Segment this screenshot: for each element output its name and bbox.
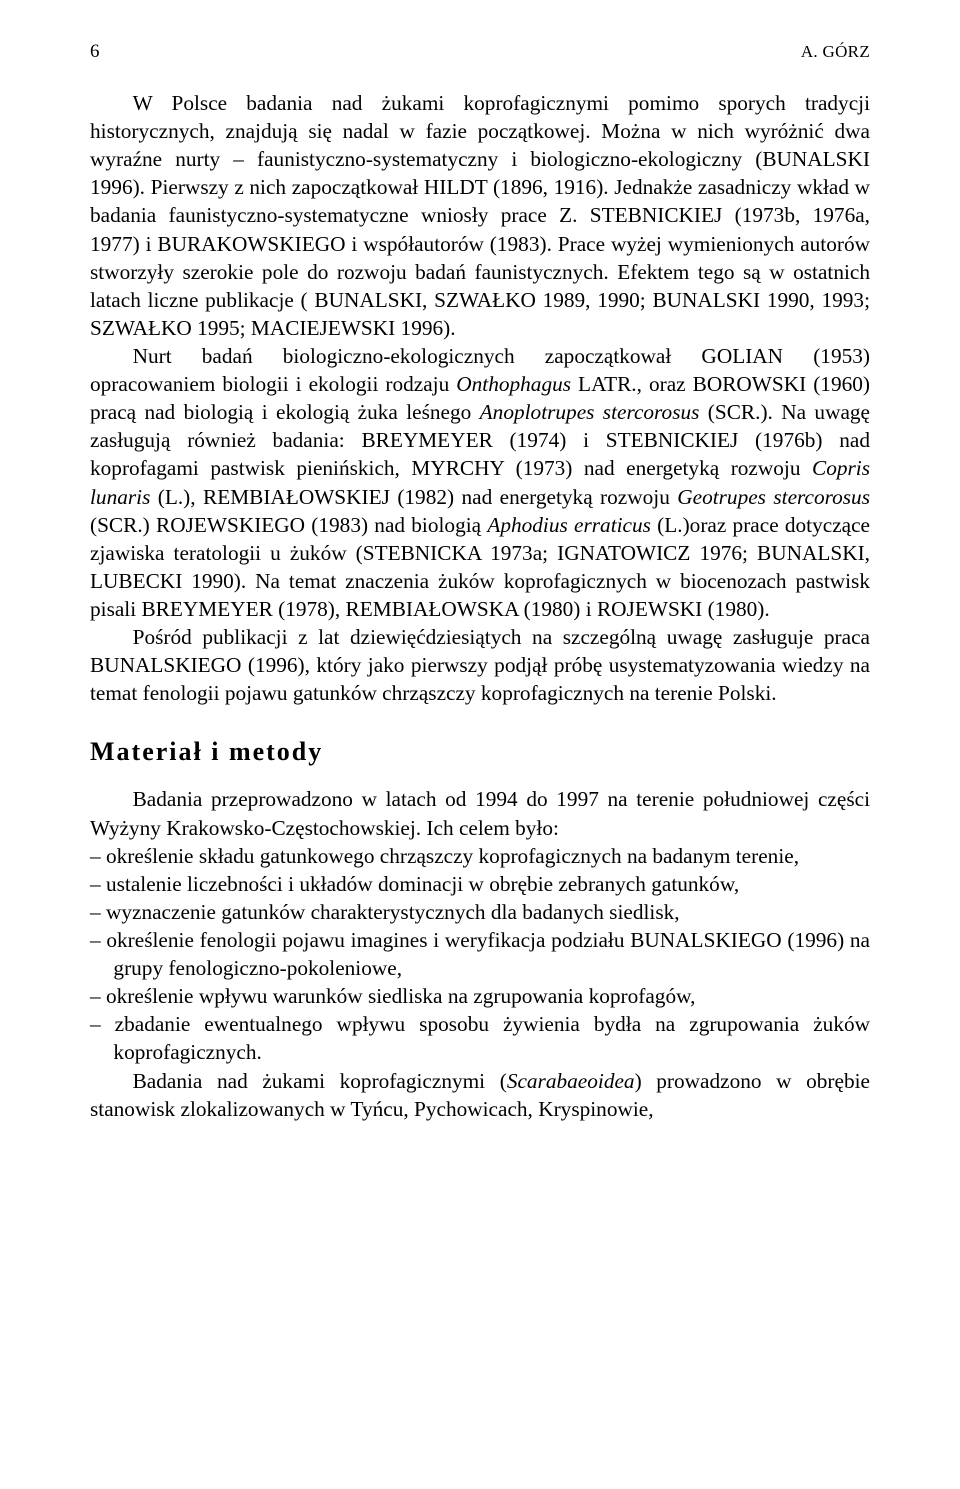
section-heading: Materiał i metody bbox=[90, 737, 870, 767]
list-item: – określenie wpływu warunków siedliska n… bbox=[90, 982, 870, 1010]
taxon-italic: Onthophagus bbox=[456, 372, 571, 396]
methods-closing: Badania nad żukami koprofagicznymi (Scar… bbox=[90, 1067, 870, 1123]
body-paragraph-3: Pośród publikacji z lat dziewięćdziesiąt… bbox=[90, 623, 870, 707]
taxon-italic: Aphodius erraticus bbox=[487, 513, 651, 537]
taxon-italic: Geotrupes stercorosus bbox=[677, 485, 870, 509]
page-number: 6 bbox=[90, 42, 100, 61]
author-name: A. GÓRZ bbox=[801, 43, 870, 60]
taxon-italic: Scarabaeoidea bbox=[507, 1069, 635, 1093]
list-item: – określenie składu gatunkowego chrząszc… bbox=[90, 842, 870, 870]
page: 6 A. GÓRZ W Polsce badania nad żukami ko… bbox=[0, 0, 960, 1489]
text-run: Badania nad żukami koprofagicznymi ( bbox=[133, 1069, 507, 1093]
list-item: – ustalenie liczebności i układów domina… bbox=[90, 870, 870, 898]
body-paragraph-1: W Polsce badania nad żukami koprofagiczn… bbox=[90, 89, 870, 342]
list-item: – określenie fenologii pojawu imagines i… bbox=[90, 926, 870, 982]
taxon-italic: Anoplotrupes stercorosus bbox=[480, 400, 700, 424]
list-item: – wyznaczenie gatunków charakterystyczny… bbox=[90, 898, 870, 926]
list-item: – zbadanie ewentualnego wpływu sposobu ż… bbox=[90, 1010, 870, 1066]
body-paragraph-2: Nurt badań biologiczno-ekologicznych zap… bbox=[90, 342, 870, 623]
text-run: (L.), REMBIAŁOWSKIEJ (1982) nad energety… bbox=[150, 485, 677, 509]
methods-intro: Badania przeprowadzono w latach od 1994 … bbox=[90, 785, 870, 841]
running-header: 6 A. GÓRZ bbox=[90, 42, 870, 61]
text-run: (SCR.) ROJEWSKIEGO (1983) nad biologią bbox=[90, 513, 487, 537]
